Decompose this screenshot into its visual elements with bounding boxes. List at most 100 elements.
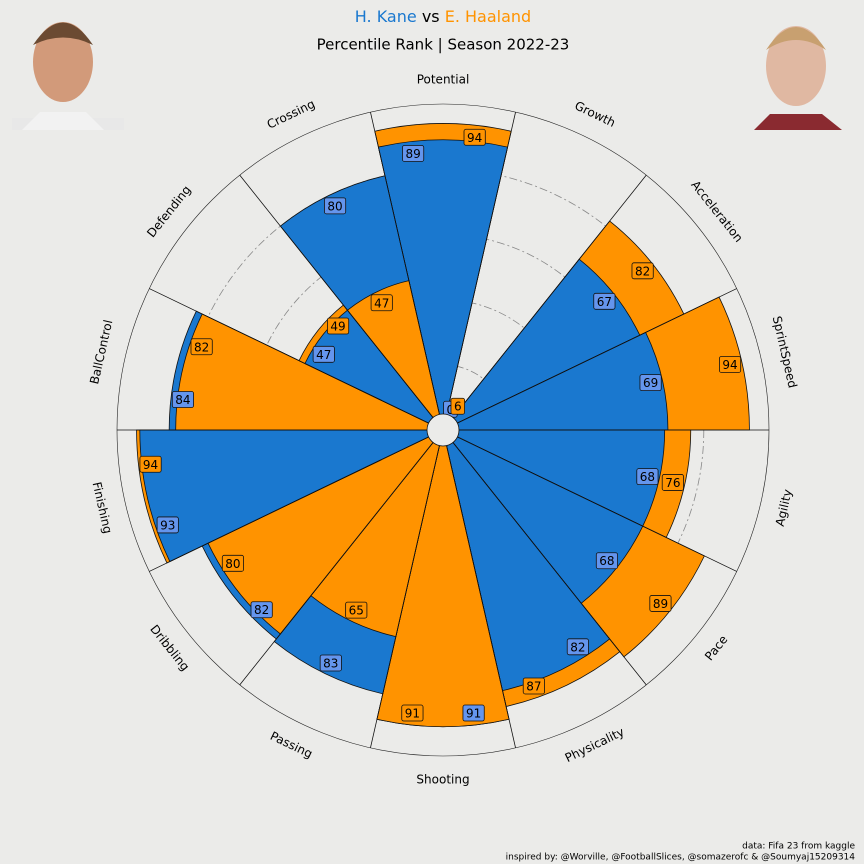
spoke <box>452 174 647 418</box>
value-label: 80 <box>324 197 347 215</box>
hair <box>33 22 93 45</box>
title-player-1: H. Kane <box>355 7 417 26</box>
collar <box>22 112 104 130</box>
value-label: 6 <box>450 397 466 415</box>
value-label: 94 <box>719 356 742 373</box>
slice <box>377 139 509 431</box>
value-label-box <box>462 704 485 722</box>
value-label: 83 <box>319 654 342 672</box>
value-label-text: 47 <box>374 296 389 310</box>
value-label-box <box>522 677 545 695</box>
center-hole <box>426 413 460 447</box>
title-separator: vs <box>422 7 440 26</box>
value-label-box <box>171 391 194 408</box>
value-label-text: 91 <box>466 707 481 721</box>
category-label: Potential <box>417 73 470 87</box>
value-label-text: 87 <box>526 679 541 693</box>
value-label-box <box>401 704 424 722</box>
value-label-text: 76 <box>665 476 680 490</box>
value-label: 47 <box>370 294 393 312</box>
spoke <box>457 436 737 572</box>
value-label: 65 <box>345 601 368 619</box>
value-label-text: 89 <box>653 597 668 611</box>
title-player-2: E. Haaland <box>445 7 531 26</box>
value-label-box <box>221 554 244 572</box>
value-label-text: 94 <box>467 131 482 145</box>
value-label-text: 82 <box>635 264 650 278</box>
value-label: 84 <box>171 391 194 408</box>
spoke <box>239 174 434 418</box>
slice <box>139 429 444 563</box>
spoke <box>370 112 440 415</box>
value-label-text: 83 <box>323 656 338 670</box>
value-label-box <box>312 345 335 363</box>
value-label: 80 <box>221 554 244 572</box>
footnote: inspired by: @Worville, @FootballSlices,… <box>506 853 856 863</box>
chart-subtitle: Percentile Rank | Season 2022-23 <box>317 36 570 54</box>
value-label-text: 82 <box>194 340 209 354</box>
value-label-box <box>639 374 662 392</box>
value-label-box <box>250 601 273 619</box>
value-label-text: 67 <box>597 295 612 309</box>
value-label: 82 <box>631 262 654 280</box>
footnote: data: Fifa 23 from kaggle <box>742 842 855 852</box>
value-label-box <box>631 262 654 280</box>
value-label-box <box>324 197 347 215</box>
value-label-text: 47 <box>316 348 331 362</box>
chart-title: H. Kane vs E. Haaland <box>355 7 531 26</box>
value-label: 91 <box>401 704 424 722</box>
slice <box>442 331 669 431</box>
value-label-box <box>139 455 162 473</box>
value-label: 68 <box>636 468 659 486</box>
value-label-box <box>327 317 350 335</box>
value-label: 82 <box>566 638 589 656</box>
value-label-text: 93 <box>160 518 175 532</box>
hair <box>766 27 826 50</box>
value-label-text: 91 <box>405 707 420 721</box>
value-label: 82 <box>250 601 273 619</box>
slice <box>175 313 444 431</box>
value-label-text: 89 <box>405 147 420 161</box>
shirt <box>754 114 842 130</box>
spoke <box>370 445 440 748</box>
value-label-box <box>463 128 486 146</box>
category-label: Shooting <box>416 773 469 787</box>
value-label-text: 84 <box>175 393 190 407</box>
value-label: 94 <box>463 128 486 146</box>
value-label: 69 <box>639 374 662 392</box>
value-label-text: 94 <box>722 358 737 372</box>
value-label: 94 <box>139 455 162 473</box>
spokes <box>117 112 769 748</box>
value-label-box <box>370 294 393 312</box>
slice <box>376 429 510 728</box>
value-label-box <box>566 638 589 656</box>
value-label-box <box>190 338 213 356</box>
value-label-box <box>450 397 466 415</box>
value-label: 93 <box>156 516 179 534</box>
value-labels: 89 94 0 6 67 82 69 94 68 76 68 89 82 87 91 91 83 65 82 80 93… <box>139 128 742 722</box>
spoke <box>149 436 429 572</box>
value-label-box <box>661 474 684 491</box>
value-label-box <box>719 356 742 373</box>
slice <box>207 429 444 635</box>
value-label-text: 82 <box>254 603 269 617</box>
spoke <box>239 442 434 686</box>
slices <box>136 123 750 728</box>
spoke <box>446 112 516 415</box>
spoke <box>457 288 737 424</box>
value-label-text: 0 <box>447 403 455 417</box>
value-label: 67 <box>593 292 616 310</box>
value-label-box <box>345 601 368 619</box>
slice <box>442 429 666 527</box>
value-label: 82 <box>190 338 213 356</box>
value-label-text: 94 <box>143 458 158 472</box>
spoke <box>446 445 516 748</box>
value-label-text: 49 <box>330 320 345 334</box>
value-label-box <box>649 595 672 612</box>
player-photo-left <box>12 22 124 130</box>
value-label: 91 <box>462 704 485 722</box>
value-label-text: 65 <box>349 604 364 618</box>
value-label-box <box>402 145 425 162</box>
